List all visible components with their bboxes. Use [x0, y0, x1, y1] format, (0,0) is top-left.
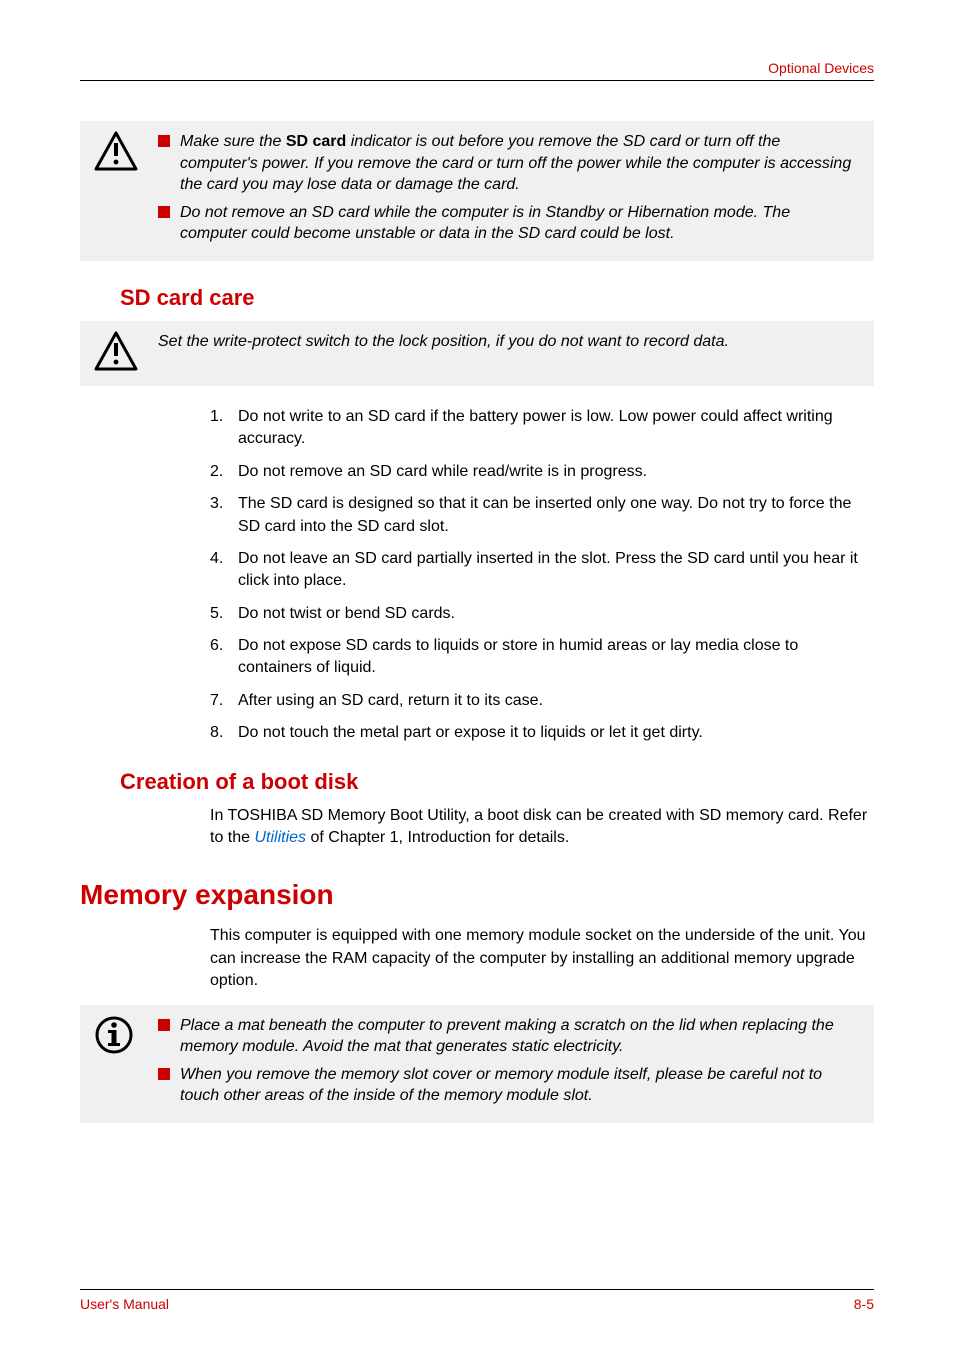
warn1-item-1-pre: Make sure the	[180, 133, 286, 150]
list-text-5: Do not twist or bend SD cards.	[238, 603, 455, 625]
bullet-icon	[158, 135, 170, 147]
list-num-4: 4.	[210, 548, 238, 593]
bullet-icon	[158, 206, 170, 218]
warning-icon	[94, 131, 142, 176]
info-icon	[94, 1015, 142, 1060]
memory-paragraph: This computer is equipped with one memor…	[210, 925, 874, 992]
info-item-2: When you remove the memory slot cover or…	[158, 1064, 860, 1107]
info-item-1: Place a mat beneath the computer to prev…	[158, 1015, 860, 1058]
list-num-7: 7.	[210, 690, 238, 712]
list-text-7: After using an SD card, return it to its…	[238, 690, 543, 712]
warning-icon	[94, 331, 142, 376]
warn1-item-1-bold: SD card	[286, 133, 346, 150]
list-num-1: 1.	[210, 406, 238, 451]
utilities-link[interactable]: Utilities	[254, 829, 306, 846]
boot-paragraph: In TOSHIBA SD Memory Boot Utility, a boo…	[210, 805, 874, 850]
list-num-6: 6.	[210, 635, 238, 680]
list-text-4: Do not leave an SD card partially insert…	[238, 548, 874, 593]
footer-right: 8-5	[854, 1296, 874, 1312]
footer: User's Manual 8-5	[80, 1289, 874, 1312]
info-item-2-text: When you remove the memory slot cover or…	[180, 1064, 860, 1107]
list-text-1: Do not write to an SD card if the batter…	[238, 406, 874, 451]
heading-boot-disk: Creation of a boot disk	[120, 769, 874, 795]
bullet-icon	[158, 1019, 170, 1031]
header-section: Optional Devices	[80, 60, 874, 76]
heading-sd-card-care: SD card care	[120, 285, 874, 311]
list-num-3: 3.	[210, 493, 238, 538]
footer-rule	[80, 1289, 874, 1290]
sd-care-list: 1.Do not write to an SD card if the batt…	[210, 406, 874, 745]
list-text-8: Do not touch the metal part or expose it…	[238, 722, 703, 744]
info-callout: Place a mat beneath the computer to prev…	[80, 1005, 874, 1123]
header-rule	[80, 80, 874, 81]
heading-memory-expansion: Memory expansion	[80, 879, 874, 911]
warn2-text: Set the write-protect switch to the lock…	[158, 331, 860, 353]
list-text-6: Do not expose SD cards to liquids or sto…	[238, 635, 874, 680]
warn1-item-2: Do not remove an SD card while the compu…	[158, 202, 860, 245]
info-item-1-text: Place a mat beneath the computer to prev…	[180, 1015, 860, 1058]
list-text-3: The SD card is designed so that it can b…	[238, 493, 874, 538]
warn1-item-2-text: Do not remove an SD card while the compu…	[180, 202, 860, 245]
list-num-8: 8.	[210, 722, 238, 744]
boot-post: of Chapter 1, Introduction for details.	[306, 829, 569, 846]
list-text-2: Do not remove an SD card while read/writ…	[238, 461, 647, 483]
warn1-item-1: Make sure the SD card indicator is out b…	[158, 131, 860, 196]
list-num-2: 2.	[210, 461, 238, 483]
warning-callout-2: Set the write-protect switch to the lock…	[80, 321, 874, 386]
bullet-icon	[158, 1068, 170, 1080]
footer-left: User's Manual	[80, 1296, 169, 1312]
list-num-5: 5.	[210, 603, 238, 625]
warning-callout-1: Make sure the SD card indicator is out b…	[80, 121, 874, 261]
